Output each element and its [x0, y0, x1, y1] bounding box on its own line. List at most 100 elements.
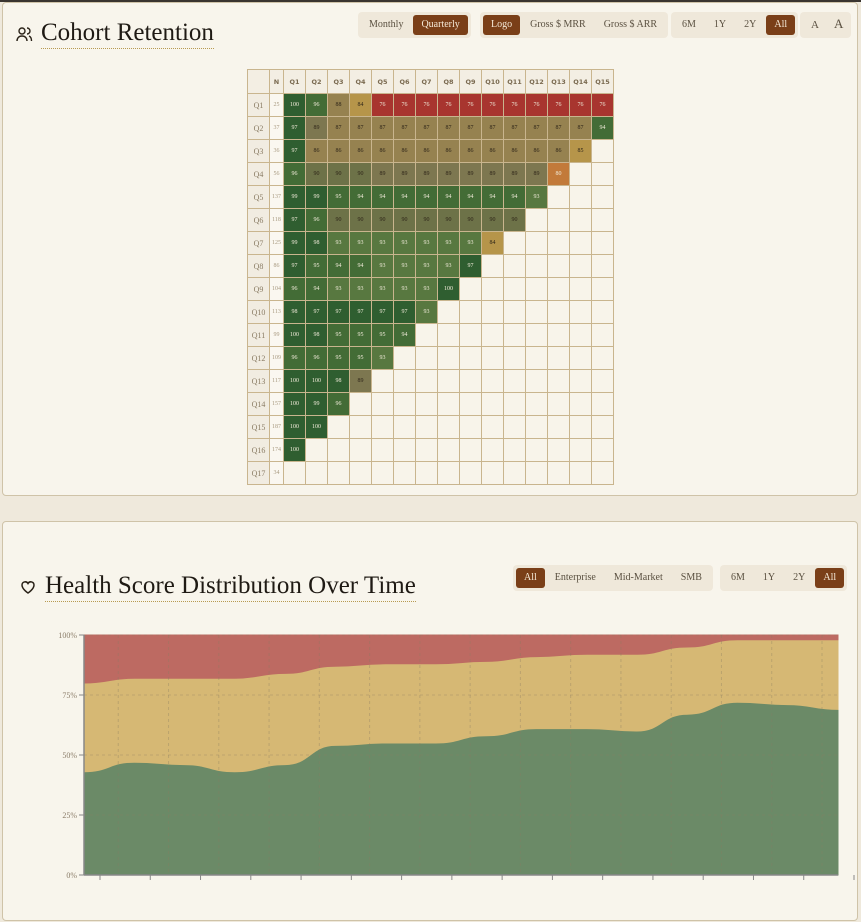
- health-range-1y-button[interactable]: 1Y: [762, 572, 776, 583]
- retention-cell: 93: [349, 277, 372, 301]
- cohort-label: Q1: [247, 93, 270, 117]
- period-monthly-button[interactable]: Monthly: [369, 19, 404, 30]
- metric-logo-button[interactable]: Logo: [483, 15, 521, 35]
- empty-cell: [591, 369, 614, 393]
- retention-cell: 93: [393, 231, 416, 255]
- retention-cell: 95: [349, 323, 372, 347]
- metric-toggle: Logo Gross $ MRR Gross $ ARR: [480, 12, 669, 38]
- range-1y-button[interactable]: 1Y: [713, 19, 727, 30]
- health-range-toggle: 6M 1Y 2Y All: [720, 565, 848, 591]
- cohort-size: 157: [269, 392, 284, 416]
- column-header: Q8: [437, 69, 460, 94]
- retention-cell: 76: [481, 93, 504, 117]
- empty-cell: [569, 415, 592, 439]
- retention-cell: 89: [459, 162, 482, 186]
- retention-cell: 88: [327, 93, 350, 117]
- cohort-row: Q6 118 97 96 90 90 90 90 90 90 90 90 90: [247, 208, 614, 232]
- empty-cell: [547, 185, 570, 209]
- empty-cell: [591, 231, 614, 255]
- retention-cell: 87: [547, 116, 570, 140]
- retention-cell: 90: [415, 208, 438, 232]
- empty-cell: [393, 392, 416, 416]
- range-all-button[interactable]: All: [766, 15, 796, 35]
- segment-mid-market-button[interactable]: Mid-Market: [613, 572, 663, 583]
- empty-cell: [437, 346, 460, 370]
- retention-cell: 86: [415, 139, 438, 163]
- cohort-size: 117: [269, 369, 284, 393]
- y-tick-label: 75%: [62, 691, 77, 700]
- retention-cell: 87: [371, 116, 394, 140]
- empty-cell: [481, 438, 504, 462]
- health-range-2y-button[interactable]: 2Y: [793, 572, 806, 583]
- empty-cell: [481, 346, 504, 370]
- segment-smb-button[interactable]: SMB: [680, 572, 702, 583]
- empty-cell: [525, 461, 548, 485]
- empty-cell: [415, 323, 438, 347]
- empty-cell: [525, 346, 548, 370]
- health-range-all-button[interactable]: All: [815, 568, 845, 588]
- segment-enterprise-button[interactable]: Enterprise: [554, 572, 596, 583]
- range-2y-button[interactable]: 2Y: [744, 19, 757, 30]
- retention-cell: 93: [437, 254, 460, 278]
- retention-cell: 100: [283, 438, 306, 462]
- retention-cell: 86: [503, 139, 526, 163]
- empty-cell: [591, 415, 614, 439]
- retention-cell: 90: [393, 208, 416, 232]
- empty-cell: [569, 208, 592, 232]
- cohort-size: 34: [269, 461, 284, 485]
- retention-cell: 87: [437, 116, 460, 140]
- empty-cell: [327, 461, 350, 485]
- retention-cell: 93: [393, 277, 416, 301]
- font-larger-button[interactable]: A: [833, 16, 844, 31]
- cohort-row: Q17 34: [247, 461, 614, 485]
- cohort-label: Q5: [247, 185, 270, 209]
- retention-cell: 95: [327, 323, 350, 347]
- empty-cell: [569, 369, 592, 393]
- empty-cell: [503, 369, 526, 393]
- retention-cell: 86: [327, 139, 350, 163]
- font-size-toggle: A A: [800, 12, 852, 38]
- period-quarterly-button[interactable]: Quarterly: [413, 15, 468, 35]
- cohort-row: Q11 99 100 98 95 95 95 94: [247, 323, 614, 347]
- empty-cell: [569, 254, 592, 278]
- retention-cell: 93: [371, 254, 394, 278]
- range-6m-button[interactable]: 6M: [682, 19, 696, 30]
- cohort-label: Q6: [247, 208, 270, 232]
- retention-cell: 97: [327, 300, 350, 324]
- segment-all-button[interactable]: All: [516, 568, 545, 588]
- cohort-label: Q12: [247, 346, 270, 370]
- health-range-6m-button[interactable]: 6M: [731, 572, 745, 583]
- cohort-size: 56: [269, 162, 284, 186]
- health-area-chart: 0% 25% 50% 75% 100%: [58, 631, 855, 880]
- retention-cell: 95: [327, 185, 350, 209]
- empty-cell: [569, 346, 592, 370]
- empty-cell: [503, 300, 526, 324]
- retention-cell: 100: [305, 415, 328, 439]
- retention-cell: 100: [283, 392, 306, 416]
- empty-cell: [393, 415, 416, 439]
- empty-cell: [327, 415, 350, 439]
- column-header: Q7: [415, 69, 438, 94]
- empty-cell: [525, 323, 548, 347]
- empty-cell: [349, 438, 372, 462]
- retention-cell: 87: [393, 116, 416, 140]
- y-tick-label: 100%: [58, 631, 77, 640]
- font-smaller-button[interactable]: A: [811, 19, 819, 31]
- empty-cell: [459, 346, 482, 370]
- metric-gross-arr-button[interactable]: Gross $ ARR: [603, 19, 658, 30]
- empty-cell: [569, 300, 592, 324]
- metric-gross-mrr-button[interactable]: Gross $ MRR: [530, 19, 586, 30]
- empty-cell: [547, 323, 570, 347]
- retention-cell: 97: [349, 300, 372, 324]
- cohort-label: Q4: [247, 162, 270, 186]
- retention-cell: 89: [305, 116, 328, 140]
- retention-cell: 97: [371, 300, 394, 324]
- y-tick-label: 25%: [62, 811, 77, 820]
- empty-cell: [503, 461, 526, 485]
- health-title-text: Health Score Distribution Over Time: [45, 572, 416, 602]
- empty-cell: [547, 231, 570, 255]
- column-header: Q10: [481, 69, 504, 94]
- cohort-label: Q10: [247, 300, 270, 324]
- retention-cell: 93: [327, 231, 350, 255]
- empty-cell: [503, 392, 526, 416]
